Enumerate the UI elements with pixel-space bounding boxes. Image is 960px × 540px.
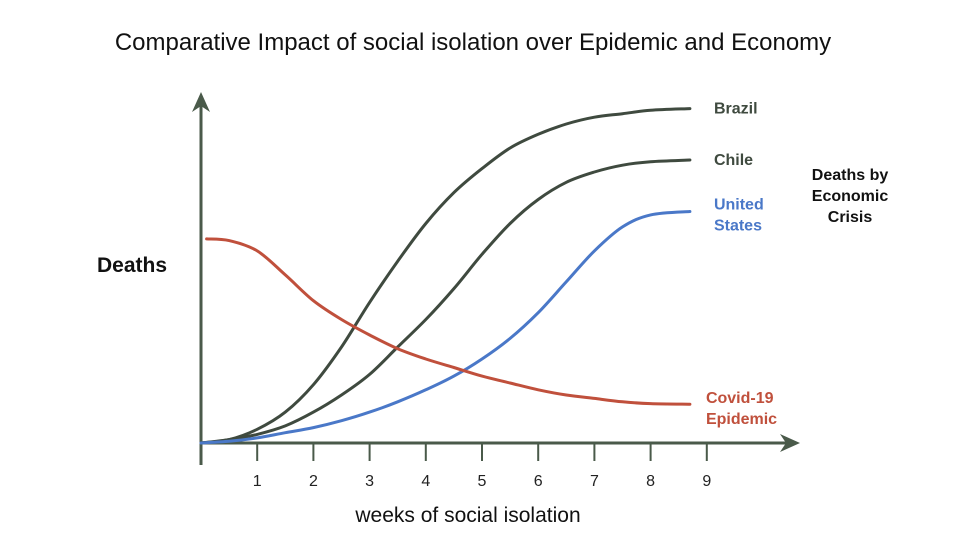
annotation-economic-crisis: Deaths by Economic Crisis (812, 167, 889, 226)
series-label-line: Brazil (714, 101, 758, 118)
x-axis-arrow (780, 434, 800, 452)
series-label-brazil: Brazil (714, 101, 758, 118)
series-label-line: Epidemic (706, 411, 777, 428)
annotation-text: Deaths by Economic Crisis (812, 167, 889, 226)
y-axis-label: Deaths (97, 254, 167, 277)
series-label-line: States (714, 217, 762, 234)
series-label-united-states: United States (714, 196, 764, 234)
x-tick-label: 6 (534, 473, 543, 490)
annotation-line: Crisis (828, 209, 873, 226)
axes (192, 92, 800, 465)
annotation-line: Deaths by (812, 167, 889, 184)
x-tick-label: 7 (590, 473, 599, 490)
y-axis-arrow (192, 92, 210, 112)
x-tick-label: 9 (702, 473, 711, 490)
series-lines (199, 107, 692, 445)
series-label-line: Chile (714, 152, 753, 169)
series-label-line: Covid-19 (706, 390, 774, 407)
series-line-brazil (199, 107, 692, 445)
chart-title: Comparative Impact of social isolation o… (115, 29, 831, 56)
series-label-chile: Chile (714, 152, 753, 169)
series-label-covid-19-epidemic: Covid-19 Epidemic (706, 390, 777, 428)
series-line-covid-19-epidemic (205, 237, 692, 406)
series-line-chile (199, 158, 692, 445)
x-ticks: 1 2 3 4 5 6 7 8 9 (253, 443, 711, 490)
x-tick-label: 8 (646, 473, 655, 490)
x-axis-label: weeks of social isolation (354, 504, 580, 527)
x-tick-label: 1 (253, 473, 262, 490)
series-labels: Brazil Chile United States Covid-19 Epidemic (706, 101, 777, 429)
x-tick-label: 2 (309, 473, 318, 490)
x-tick-label: 3 (365, 473, 374, 490)
x-tick-label: 5 (478, 473, 487, 490)
annotation-line: Economic (812, 188, 889, 205)
series-line-united-states (199, 210, 692, 445)
series-label-line: United (714, 196, 764, 213)
x-tick-label: 4 (421, 473, 430, 490)
